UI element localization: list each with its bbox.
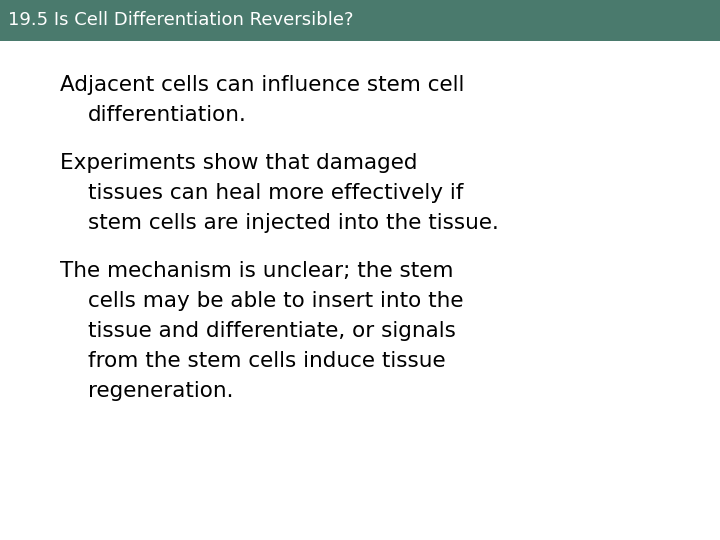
- Text: 19.5 Is Cell Differentiation Reversible?: 19.5 Is Cell Differentiation Reversible?: [8, 11, 354, 29]
- Text: differentiation.: differentiation.: [88, 105, 247, 125]
- Text: stem cells are injected into the tissue.: stem cells are injected into the tissue.: [88, 213, 499, 233]
- FancyBboxPatch shape: [0, 0, 720, 40]
- Text: regeneration.: regeneration.: [88, 381, 233, 401]
- Text: Experiments show that damaged: Experiments show that damaged: [60, 153, 418, 173]
- Text: from the stem cells induce tissue: from the stem cells induce tissue: [88, 351, 446, 371]
- Text: cells may be able to insert into the: cells may be able to insert into the: [88, 291, 464, 311]
- Text: tissues can heal more effectively if: tissues can heal more effectively if: [88, 183, 464, 203]
- Text: The mechanism is unclear; the stem: The mechanism is unclear; the stem: [60, 261, 454, 281]
- Text: tissue and differentiate, or signals: tissue and differentiate, or signals: [88, 321, 456, 341]
- Text: Adjacent cells can influence stem cell: Adjacent cells can influence stem cell: [60, 75, 464, 95]
